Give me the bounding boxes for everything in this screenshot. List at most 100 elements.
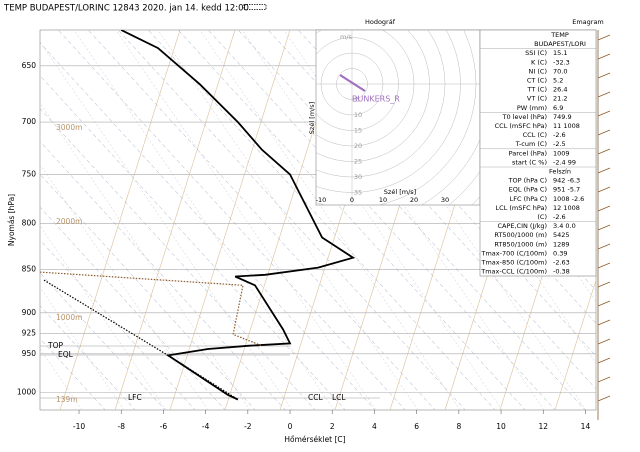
dry-adiabat — [57, 30, 406, 410]
background-lines — [40, 10, 640, 452]
table-value: -32.3 — [553, 58, 570, 66]
table-label: EQL (hPa C) — [509, 186, 547, 194]
table-label: CCL (C) — [523, 131, 547, 139]
y-tick-label: 750 — [22, 169, 37, 178]
wind-barb — [597, 129, 611, 136]
profile-line — [43, 279, 239, 401]
dry-adiabat — [610, 10, 640, 452]
table-label: PW (mm) — [517, 104, 547, 112]
moist-adiabat — [40, 164, 209, 410]
table-label: TT (C) — [526, 86, 547, 94]
hodograph-y-tick: 20 — [354, 142, 362, 150]
table-label: LCL (mSFC hPa) — [496, 204, 547, 212]
hodograph-x-tick: 0 — [350, 196, 354, 204]
table-value: -0.38 — [553, 268, 570, 276]
dry-adiabat — [207, 30, 556, 410]
x-tick-label: 2 — [330, 422, 335, 431]
table-value: 749.9 — [553, 113, 572, 121]
height-label: 139m — [56, 395, 78, 404]
moist-adiabat — [40, 286, 125, 410]
hodograph-y-tick: 15 — [354, 127, 362, 135]
moist-adiabat — [199, 30, 461, 410]
table-header: BUDAPEST/LORI — [534, 40, 586, 48]
mixing-ratio — [114, 30, 236, 410]
table-label: CAPE,CIN (J/kg) — [497, 222, 547, 230]
table-value: 5425 — [553, 231, 570, 239]
table-label: CCL (mSFC hPa) — [495, 122, 547, 130]
table-value: -2.5 — [553, 140, 566, 148]
hodograph-y-tick: 5 — [356, 96, 360, 104]
hodograph-x-tick: 30 — [441, 196, 449, 204]
hodograph-box — [315, 29, 481, 206]
table-box — [479, 29, 597, 277]
hodograph-x-tick: -10 — [316, 196, 327, 204]
y-tick-label: 950 — [22, 349, 37, 358]
moist-adiabat — [40, 41, 293, 410]
wind-barb — [597, 357, 611, 364]
wind-barb — [597, 34, 611, 41]
dry-adiabat — [237, 30, 586, 410]
wind-barb — [597, 243, 611, 250]
table-value: 1009 — [553, 149, 570, 157]
moist-adiabat — [283, 30, 545, 410]
dry-adiabat — [267, 30, 596, 390]
x-tick-label: -8 — [117, 422, 125, 431]
level-label: TOP — [47, 341, 63, 350]
table-label: (C) — [537, 213, 547, 221]
mixing-ratio — [59, 30, 181, 410]
table-label: K (C) — [531, 58, 547, 66]
wind-barb — [597, 110, 611, 117]
height-label: 3000m — [56, 123, 82, 132]
x-tick-label: -2 — [244, 422, 252, 431]
dry-adiabat — [40, 338, 106, 410]
y-tick-label: 925 — [22, 329, 37, 338]
moist-adiabat — [157, 30, 419, 410]
y-tick-label: 650 — [22, 61, 37, 70]
level-label: LCL — [332, 393, 346, 402]
wind-barb — [597, 224, 611, 231]
dry-adiabat — [147, 30, 496, 410]
table-label: T-cum (C) — [515, 140, 547, 148]
table-heading: Felszín — [549, 168, 571, 176]
bunkers-arrow — [339, 74, 366, 92]
hodograph-axis-label: Szél [m/s] — [384, 188, 416, 196]
emagram-title: Emagram — [572, 18, 604, 26]
hodograph-y-tick: 25 — [354, 158, 362, 166]
hodograph — [316, 30, 480, 205]
profile-line — [40, 271, 263, 347]
level-label: CCL — [308, 393, 323, 402]
dry-adiabat — [40, 173, 256, 410]
height-label: 1000m — [56, 313, 82, 322]
table-value: -2.63 — [553, 259, 570, 267]
table-value: 12 1008 — [553, 204, 580, 212]
profile-line — [120, 30, 356, 401]
moist-adiabat — [40, 225, 167, 410]
table-value: 70.0 — [553, 67, 567, 75]
wind-barb — [597, 338, 611, 345]
height-label: 2000m — [56, 217, 82, 226]
table-label: Parcel (hPa) — [509, 149, 547, 157]
wind-barb — [597, 319, 611, 326]
table-label: start (C %) — [512, 158, 547, 166]
level-label: LFC — [128, 393, 142, 402]
wind-barb — [597, 167, 611, 174]
moist-adiabat — [115, 30, 377, 410]
wind-barb — [597, 395, 611, 402]
dry-adiabat — [40, 206, 226, 410]
y-axis-label: Nyomás [hPa] — [7, 194, 16, 246]
table-header: TEMP — [550, 31, 569, 39]
x-tick-label: 4 — [372, 422, 377, 431]
table-value: 26.4 — [553, 86, 567, 94]
table-label: TOP (hPa C) — [508, 177, 547, 185]
table-label: Tmax-700 (C/100m) — [481, 249, 548, 257]
legend-swatch — [243, 4, 267, 10]
dry-adiabat — [40, 108, 316, 410]
table-value: 15.1 — [553, 49, 567, 57]
wind-barb — [597, 186, 611, 193]
y-tick-label: 1000 — [17, 388, 36, 397]
dry-adiabat — [40, 141, 286, 410]
dry-adiabat — [177, 30, 526, 410]
y-tick-label: 900 — [22, 308, 37, 317]
y-tick-label: 850 — [22, 264, 37, 273]
